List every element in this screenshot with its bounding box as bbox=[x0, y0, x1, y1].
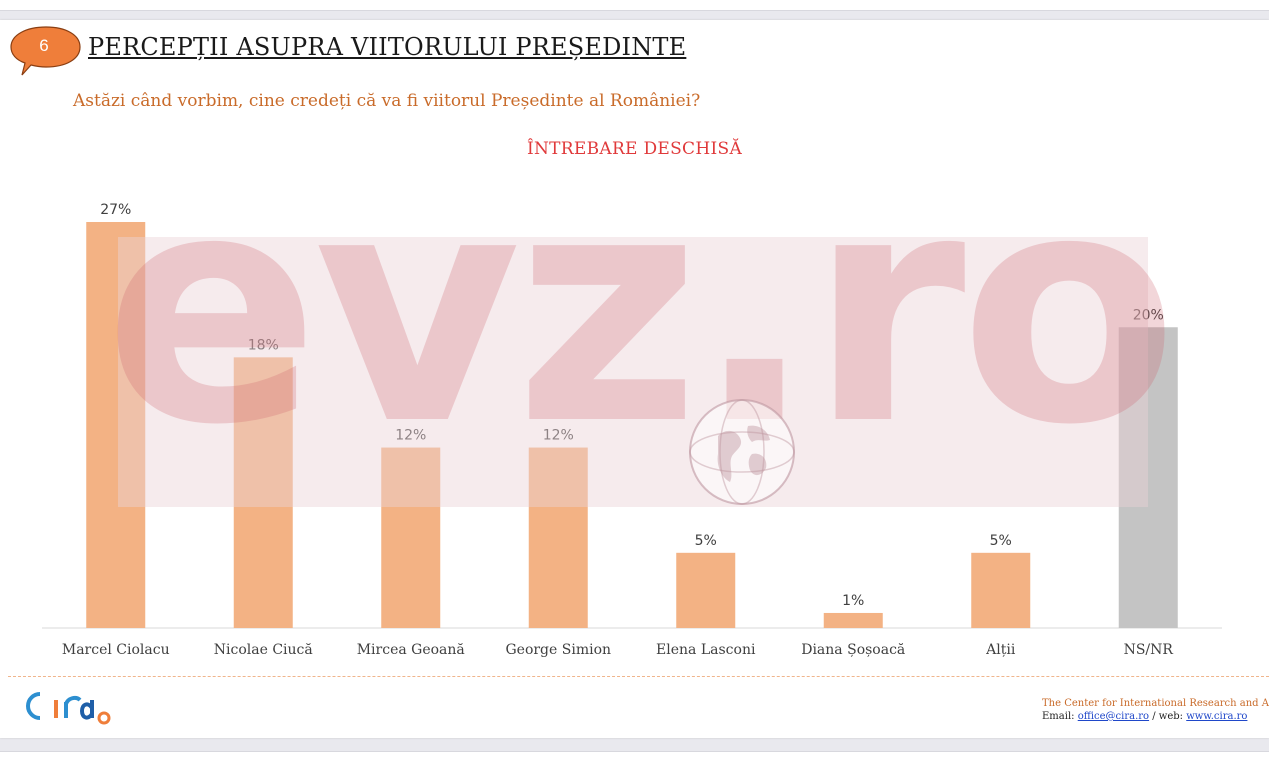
email-label: Email: bbox=[1042, 711, 1078, 722]
email-link[interactable]: office@cira.ro bbox=[1077, 711, 1150, 722]
bar-value-label-0: 27% bbox=[100, 202, 131, 218]
bar-5 bbox=[823, 612, 883, 628]
bar-value-label-4: 5% bbox=[695, 533, 717, 549]
bar-4 bbox=[676, 552, 736, 628]
category-label-5: Diana Șoșoacă bbox=[801, 642, 905, 658]
slide bbox=[0, 20, 1269, 738]
footer-divider bbox=[8, 676, 1269, 677]
slide-number-badge: 6 bbox=[10, 25, 81, 76]
footer-contact: Email: office@cira.ro / web: www.cira.ro bbox=[1042, 711, 1247, 722]
category-label-2: Mircea Geoană bbox=[357, 642, 465, 658]
bar-value-label-7: 20% bbox=[1133, 307, 1164, 323]
category-label-4: Elena Lasconi bbox=[656, 642, 756, 658]
bar-7 bbox=[1118, 327, 1178, 628]
category-label-6: Alții bbox=[985, 642, 1016, 658]
category-label-7: NS/NR bbox=[1124, 642, 1174, 658]
category-label-0: Marcel Ciolacu bbox=[62, 642, 170, 658]
bar-3 bbox=[528, 447, 588, 628]
bar-0 bbox=[86, 222, 146, 628]
web-link[interactable]: www.cira.ro bbox=[1186, 711, 1248, 722]
previous-slide-edge bbox=[0, 0, 1269, 11]
open-question-label: ÎNTREBARE DESCHISĂ bbox=[526, 139, 743, 159]
cira-logo bbox=[26, 692, 111, 725]
bar-value-label-5: 1% bbox=[842, 593, 864, 609]
bar-value-label-1: 18% bbox=[248, 337, 279, 353]
footer-organization: The Center for International Research an… bbox=[1042, 698, 1269, 709]
bar-value-label-2: 12% bbox=[395, 428, 426, 444]
next-slide-edge bbox=[0, 751, 1269, 770]
bar-value-label-6: 5% bbox=[990, 533, 1012, 549]
slide-title: PERCEPȚII ASUPRA VIITORULUI PREȘEDINTE bbox=[88, 33, 687, 61]
bar-2 bbox=[381, 447, 441, 628]
speech-bubble-icon bbox=[10, 26, 81, 76]
survey-question: Astăzi când vorbim, cine credeți că va f… bbox=[73, 91, 701, 111]
slide-number: 6 bbox=[39, 36, 49, 55]
bar-chart: 27% Marcel Ciolacu 18% Nicolae Ciucă 12% Mirc… bbox=[42, 202, 1222, 658]
bar-value-label-3: 12% bbox=[543, 428, 574, 444]
bar-6 bbox=[971, 552, 1031, 628]
category-label-1: Nicolae Ciucă bbox=[214, 642, 313, 658]
category-label-3: George Simion bbox=[505, 642, 611, 658]
web-label: / web: bbox=[1149, 711, 1187, 722]
bar-1 bbox=[233, 357, 293, 628]
